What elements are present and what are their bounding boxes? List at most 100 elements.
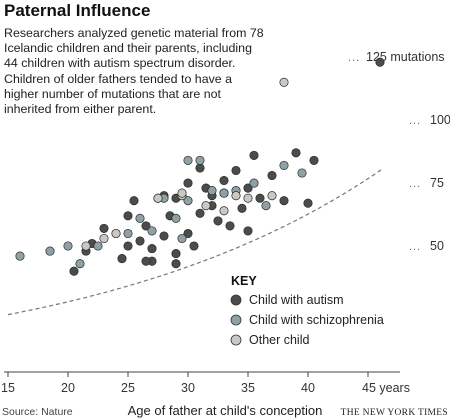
intro-line: inherited from either parent. [4, 102, 156, 116]
point-schizophrenia [135, 213, 145, 223]
point-autism [219, 175, 229, 186]
point-other [201, 201, 211, 211]
point-schizophrenia [93, 241, 103, 251]
x-tick-label: 25 [121, 381, 135, 395]
point-autism [303, 198, 313, 208]
legend-marker-other [230, 334, 242, 346]
intro-line: 44 children with autism spectrum disorde… [4, 56, 235, 70]
point-other [81, 241, 91, 251]
point-autism [195, 163, 205, 173]
point-other [279, 77, 289, 87]
point-other [111, 228, 121, 239]
legend-title: KEY [231, 274, 257, 288]
y-tick-label: 50 [430, 239, 444, 253]
x-axis-label: Age of father at child's conception [128, 403, 323, 418]
intro-line: higher number of mutations that are not [4, 87, 222, 101]
point-autism [123, 211, 133, 221]
point-autism [237, 203, 247, 213]
point-autism [147, 244, 157, 254]
y-tick-leader: ... [409, 115, 421, 127]
legend-box [222, 274, 448, 358]
point-schizophrenia [279, 160, 289, 170]
x-tick-label: 20 [61, 381, 75, 395]
x-tick-label: 35 [241, 381, 255, 395]
point-schizophrenia [147, 226, 157, 236]
point-schizophrenia [261, 201, 271, 211]
point-other [153, 193, 163, 203]
point-autism [375, 57, 385, 67]
point-schizophrenia [63, 241, 73, 251]
point-schizophrenia [183, 155, 193, 165]
y-tick-label: 125 mutations [366, 50, 445, 64]
point-autism [135, 236, 145, 246]
intro-line: Researchers analyzed genetic material fr… [4, 26, 264, 40]
point-autism [267, 170, 277, 181]
point-autism [141, 256, 151, 266]
source-note: Source: Nature [2, 406, 73, 418]
point-autism [171, 259, 181, 269]
y-tick-label: 100 [430, 113, 450, 127]
point-autism [123, 241, 133, 251]
point-autism [309, 155, 319, 165]
trend-line [7, 168, 384, 316]
y-tick-label: 75 [430, 176, 444, 190]
point-schizophrenia [177, 233, 187, 244]
chart-title: Paternal Influence [4, 1, 150, 20]
point-autism [183, 178, 193, 188]
x-tick-label: 45 years [362, 381, 410, 395]
point-autism [255, 193, 265, 203]
y-tick-leader: ... [409, 241, 421, 253]
point-schizophrenia [207, 186, 217, 196]
point-autism [159, 231, 169, 241]
point-autism [99, 223, 109, 233]
point-autism [243, 226, 253, 236]
point-autism [195, 208, 205, 218]
point-other [177, 188, 187, 198]
legend-label-autism: Child with autism [249, 293, 343, 307]
point-schizophrenia [195, 155, 205, 165]
legend-label-schizophrenia: Child with schizophrenia [249, 313, 384, 327]
publisher-credit: THE NEW YORK TIMES [341, 408, 448, 418]
point-autism [225, 221, 235, 231]
point-autism [183, 228, 193, 239]
x-tick-label: 15 [1, 381, 15, 395]
point-other [99, 233, 109, 244]
intro-line: Children of older fathers tended to have… [4, 72, 232, 86]
y-tick-leader: ... [409, 178, 421, 190]
point-other [243, 193, 253, 203]
legend-marker-autism [230, 294, 242, 306]
scatter-points [15, 57, 385, 276]
x-tick-label: 30 [181, 381, 195, 395]
legend-marker-schizophrenia [230, 314, 242, 326]
point-autism [117, 254, 127, 264]
point-autism [189, 241, 199, 251]
point-schizophrenia [183, 196, 193, 206]
point-autism [243, 183, 253, 193]
y-tick-leader: ... [348, 52, 360, 64]
point-autism [231, 165, 241, 176]
legend: KEY Child with autism Child with schizop… [222, 274, 448, 358]
point-autism [141, 221, 151, 231]
intro-text: Researchers analyzed genetic material fr… [4, 26, 264, 116]
point-schizophrenia [171, 213, 181, 223]
x-axis-ticks: 15 20 25 30 35 40 45 years [1, 372, 410, 395]
point-autism [129, 196, 139, 206]
point-schizophrenia [249, 178, 259, 188]
point-autism [291, 148, 301, 158]
point-schizophrenia [219, 188, 229, 198]
point-autism [213, 216, 223, 226]
point-other [219, 206, 229, 216]
point-autism [69, 266, 79, 276]
point-other [267, 191, 277, 201]
point-autism [249, 150, 259, 160]
point-schizophrenia [123, 228, 133, 239]
legend-label-other: Other child [249, 333, 309, 347]
x-tick-label: 40 [301, 381, 315, 395]
point-autism [171, 249, 181, 259]
point-other [231, 191, 241, 201]
point-autism [279, 196, 289, 206]
point-schizophrenia [15, 251, 25, 261]
point-schizophrenia [75, 259, 85, 269]
intro-line: Icelandic children and their parents, in… [4, 41, 252, 55]
